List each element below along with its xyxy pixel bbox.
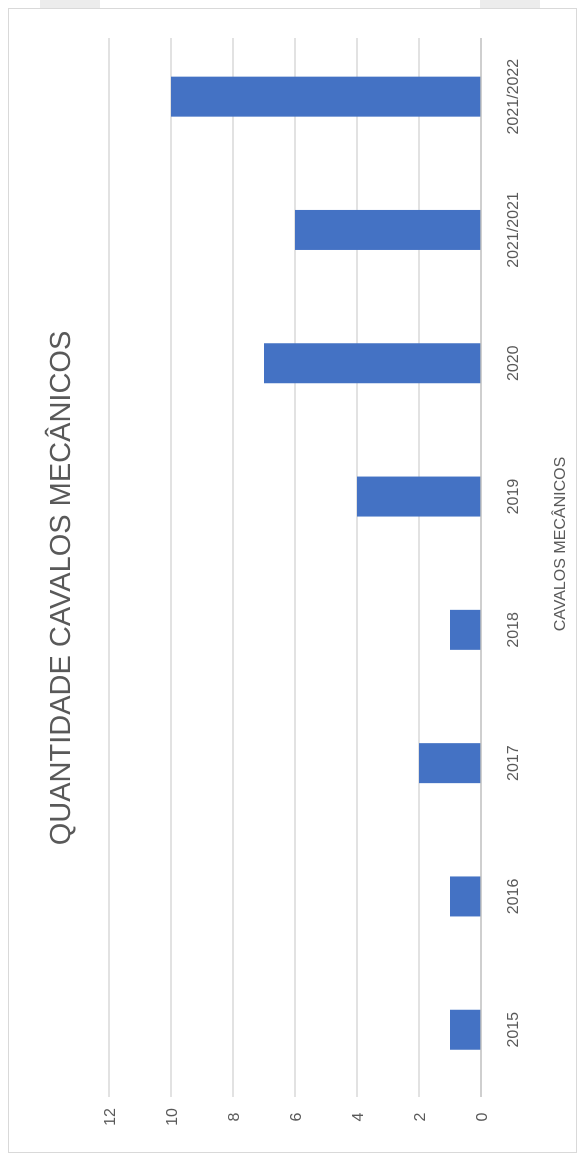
value-tick-label: 0 xyxy=(474,1112,491,1121)
top-edge-mark-right xyxy=(480,0,540,10)
value-tick-label: 8 xyxy=(226,1112,243,1121)
value-tick-label: 12 xyxy=(102,1108,119,1126)
top-edge-mark-left xyxy=(40,0,100,10)
category-tick-label: 2017 xyxy=(505,745,522,781)
chart-title: QUANTIDADE CAVALOS MECÂNICOS xyxy=(44,331,77,846)
bars xyxy=(171,76,481,1050)
gridlines xyxy=(108,38,420,1097)
category-tick-label: 2021/2022 xyxy=(505,59,522,135)
bar xyxy=(450,609,481,650)
value-tick-label: 10 xyxy=(164,1108,181,1126)
value-tick-label: 2 xyxy=(412,1112,429,1121)
category-axis-ticks: 2015 2016 2017 2018 2019 2020 2021/2021 2021/20… xyxy=(505,59,522,1048)
category-tick-label: 2021/2021 xyxy=(505,192,522,268)
bar xyxy=(357,476,481,517)
bar xyxy=(264,343,481,384)
bar xyxy=(419,743,481,784)
value-tick-label: 4 xyxy=(350,1112,367,1121)
bar xyxy=(450,1009,481,1050)
category-tick-label: 2016 xyxy=(505,879,522,915)
bar xyxy=(450,876,481,917)
value-tick-label: 6 xyxy=(288,1112,305,1121)
category-tick-label: 2019 xyxy=(505,479,522,515)
bar xyxy=(295,209,481,250)
chart-area xyxy=(8,8,577,1153)
category-tick-label: 2015 xyxy=(505,1012,522,1048)
value-axis-ticks: 0 2 4 6 8 10 12 xyxy=(102,1108,491,1126)
x-axis-label: CAVALOS MECÂNICOS xyxy=(550,457,569,632)
category-tick-label: 2018 xyxy=(505,612,522,648)
bar xyxy=(171,76,481,117)
category-tick-label: 2020 xyxy=(505,345,522,381)
